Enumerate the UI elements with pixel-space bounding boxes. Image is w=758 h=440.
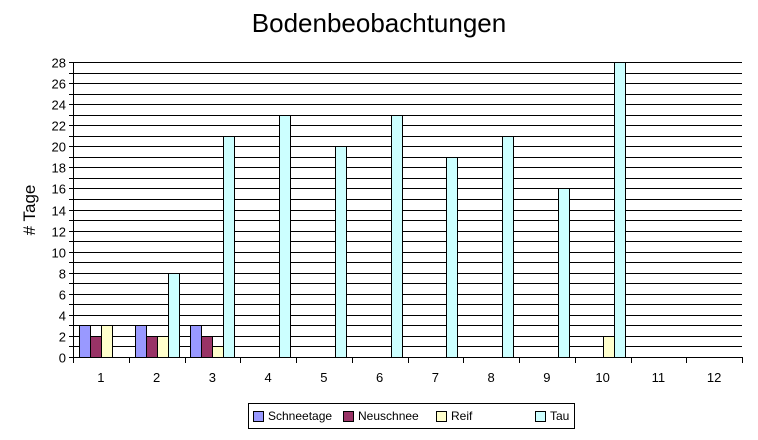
legend-label: Reif — [451, 409, 473, 423]
legend-swatch-reif — [436, 410, 447, 422]
bar-tau-3 — [223, 136, 235, 358]
y-tick-label: 12 — [52, 225, 66, 240]
y-tick-label: 16 — [52, 182, 66, 197]
legend-swatch-neuschnee — [343, 410, 354, 422]
bar-neuschnee-2 — [146, 336, 158, 358]
x-tick-label: 8 — [488, 370, 495, 385]
bar-reif-1 — [101, 325, 113, 358]
bar-schneetage-1 — [79, 325, 91, 358]
bar-tau-9 — [558, 188, 570, 358]
y-tick-label: 4 — [59, 309, 66, 324]
bar-tau-4 — [279, 115, 291, 358]
y-tick-label: 0 — [59, 351, 66, 366]
y-tick-label: 28 — [52, 56, 66, 71]
legend-swatch-schneetage — [253, 410, 264, 422]
y-tick-label: 2 — [59, 330, 66, 345]
x-tick-label: 4 — [265, 370, 272, 385]
bar-reif-10 — [603, 336, 615, 358]
bar-schneetage-2 — [135, 325, 147, 358]
legend-label: Neuschnee — [358, 409, 419, 423]
legend: Schneetage Neuschnee Reif Tau — [248, 403, 575, 429]
legend-item-tau: Tau — [535, 409, 569, 423]
bar-neuschnee-1 — [90, 336, 102, 358]
y-tick-label: 26 — [52, 77, 66, 92]
x-tick-label: 12 — [707, 370, 721, 385]
x-tick-label: 1 — [97, 370, 104, 385]
legend-item-neuschnee: Neuschnee — [343, 409, 419, 423]
y-tick-label: 24 — [52, 98, 66, 113]
x-tick-label: 11 — [652, 370, 666, 385]
bar-reif-2 — [157, 336, 169, 358]
y-tick-label: 6 — [59, 288, 66, 303]
y-tick-label: 10 — [52, 246, 66, 261]
x-tick-label: 10 — [595, 370, 609, 385]
legend-label: Schneetage — [268, 409, 333, 423]
bar-tau-10 — [614, 62, 626, 358]
bar-reif-3 — [212, 346, 224, 358]
x-tick-label: 7 — [432, 370, 439, 385]
bar-neuschnee-3 — [201, 336, 213, 358]
y-tick-label: 8 — [59, 267, 66, 282]
x-tick-label: 3 — [209, 370, 216, 385]
x-tick-label: 5 — [320, 370, 327, 385]
x-tick-label: 9 — [543, 370, 550, 385]
bar-tau-6 — [391, 115, 403, 358]
y-tick-label: 14 — [52, 204, 66, 219]
bar-tau-2 — [168, 273, 180, 358]
bar-tau-5 — [335, 146, 347, 358]
bar-tau-8 — [502, 136, 514, 358]
y-tick-label: 22 — [52, 119, 66, 134]
bar-tau-7 — [446, 157, 458, 358]
legend-item-schneetage: Schneetage — [253, 409, 332, 423]
gridlines — [73, 62, 742, 347]
chart-title: Bodenbeobachtungen — [251, 8, 507, 38]
legend-swatch-tau — [535, 410, 546, 422]
legend-label: Tau — [550, 409, 570, 423]
y-tick-label: 20 — [52, 140, 66, 155]
x-tick-label: 6 — [376, 370, 383, 385]
y-tick-label: 18 — [52, 161, 66, 176]
legend-item-reif: Reif — [436, 409, 472, 423]
bar-schneetage-3 — [190, 325, 202, 358]
x-tick-label: 2 — [153, 370, 160, 385]
bars — [79, 62, 626, 358]
